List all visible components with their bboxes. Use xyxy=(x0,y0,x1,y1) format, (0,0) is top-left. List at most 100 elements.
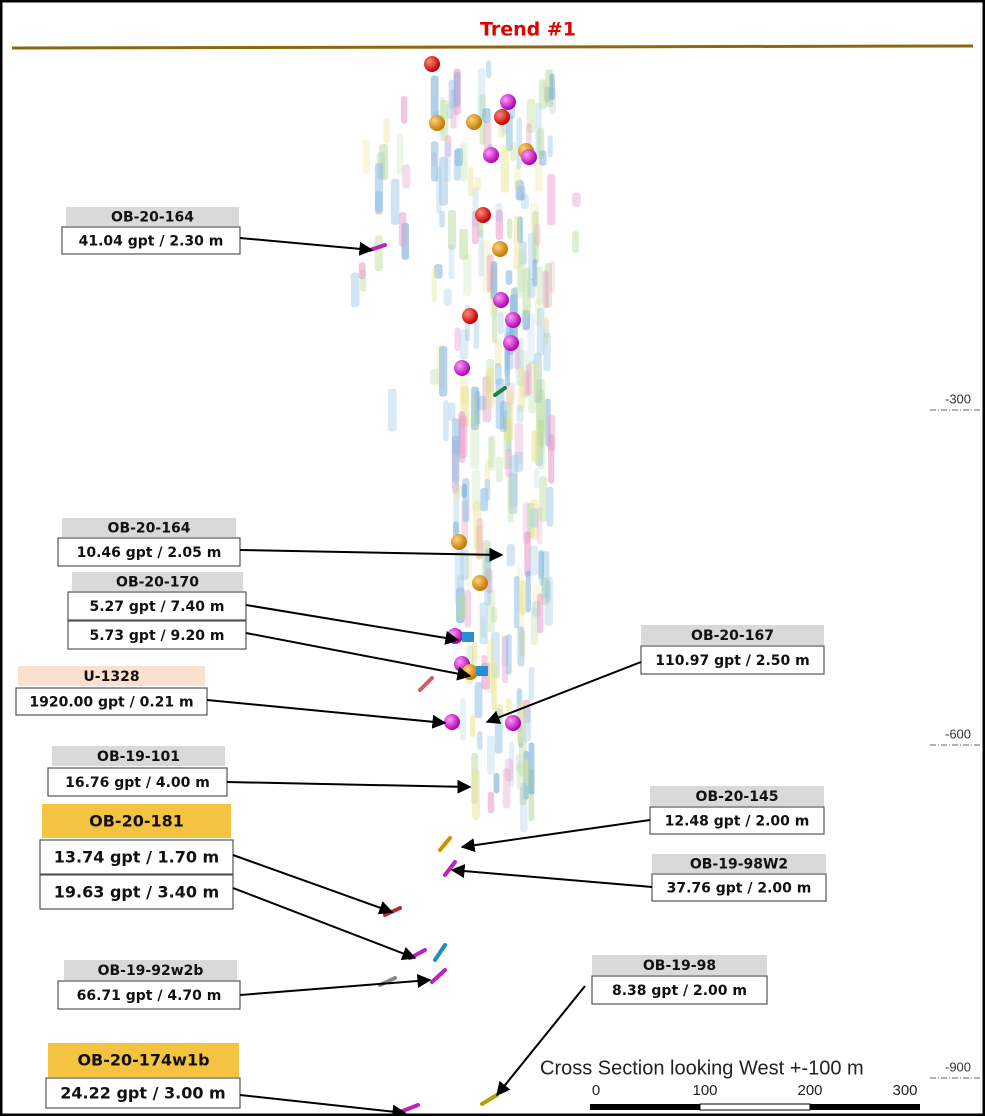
model-block xyxy=(358,262,366,280)
arrow xyxy=(496,985,586,1097)
model-block xyxy=(517,689,523,705)
hole-name: OB-19-101 xyxy=(97,749,180,765)
model-block xyxy=(520,782,528,833)
sphere xyxy=(447,628,463,644)
intercept: 24.22 gpt / 3.00 m xyxy=(60,1084,225,1103)
model-block xyxy=(513,575,520,629)
model-block xyxy=(538,395,547,437)
drill-trace xyxy=(493,386,507,397)
sphere xyxy=(493,292,509,308)
model-block xyxy=(383,118,390,144)
model-block xyxy=(502,768,511,809)
model-block xyxy=(549,73,555,101)
intercept-box xyxy=(39,874,234,910)
model-block xyxy=(537,421,545,470)
model-block xyxy=(468,167,474,197)
model-block xyxy=(472,393,478,424)
model-block xyxy=(487,791,495,814)
callout: OB-19-92w2b 66.71 gpt / 4.70 m xyxy=(57,960,432,1010)
model-block xyxy=(482,108,491,123)
intercept-box xyxy=(651,873,827,902)
model-block xyxy=(530,203,539,232)
sphere xyxy=(462,664,478,680)
model-block xyxy=(514,164,521,192)
model-block xyxy=(549,260,556,294)
intercept: 37.76 gpt / 2.00 m xyxy=(667,881,812,897)
model-block xyxy=(526,98,536,133)
model-block xyxy=(529,545,539,576)
depth-label: -300 xyxy=(945,391,971,406)
model-block xyxy=(470,714,476,738)
model-block xyxy=(430,369,439,385)
model-block xyxy=(460,698,466,741)
block xyxy=(476,666,488,676)
model-block xyxy=(460,142,468,182)
model-block xyxy=(453,68,461,116)
model-block xyxy=(518,241,527,265)
model-block xyxy=(473,501,482,550)
model-block xyxy=(461,483,467,499)
intercept: 19.63 gpt / 3.40 m xyxy=(54,883,219,902)
model-block xyxy=(491,606,498,623)
model-block xyxy=(473,318,479,350)
model-block xyxy=(506,543,515,567)
drill-trace xyxy=(480,1093,499,1106)
model-block xyxy=(474,176,481,192)
callout-header-box xyxy=(42,804,231,838)
model-block xyxy=(519,787,527,806)
model-block xyxy=(460,549,469,580)
model-block xyxy=(517,216,523,243)
hole-name: OB-19-98W2 xyxy=(690,857,788,873)
callout: OB-20-164 41.04 gpt / 2.30 m xyxy=(61,207,374,256)
model-block xyxy=(530,607,539,646)
model-block xyxy=(446,103,453,120)
model-block xyxy=(396,133,404,176)
model-block xyxy=(444,142,451,183)
model-cloud xyxy=(350,60,581,1114)
model-block xyxy=(536,389,545,440)
sphere xyxy=(494,109,510,125)
hole-name: U-1328 xyxy=(83,669,139,685)
hole-name: OB-20-145 xyxy=(696,789,779,805)
model-block xyxy=(374,163,384,213)
model-block xyxy=(523,707,531,742)
sphere xyxy=(475,207,491,223)
arrow xyxy=(450,864,653,888)
callout: U-1328 1920.00 gpt / 0.21 m xyxy=(15,666,447,729)
model-block xyxy=(471,469,481,512)
model-block xyxy=(518,367,526,413)
callout-header-box xyxy=(64,960,237,980)
callouts: OB-20-164 41.04 gpt / 2.30 m OB-20-164 10.4… xyxy=(15,207,827,1116)
model-block xyxy=(490,261,498,301)
model-block xyxy=(526,363,532,396)
model-block xyxy=(534,160,543,192)
sphere xyxy=(503,335,519,351)
scale-seg xyxy=(590,1104,700,1110)
model-block xyxy=(434,264,443,279)
callout: OB-20-170 5.27 gpt / 7.40 m 5.73 gpt / 9.2… xyxy=(67,572,472,681)
sphere xyxy=(505,312,521,328)
model-block xyxy=(499,400,507,433)
callout-header-box xyxy=(650,786,824,806)
drill-trace xyxy=(438,836,452,852)
intercept: 8.38 gpt / 2.00 m xyxy=(612,983,747,999)
scale-label: 200 xyxy=(797,1082,822,1099)
model-block xyxy=(520,580,526,616)
model-block xyxy=(486,254,494,293)
model-block xyxy=(484,479,491,501)
intercept-box xyxy=(591,975,768,1005)
model-block xyxy=(448,79,456,109)
model-block xyxy=(507,218,513,240)
intercept: 5.27 gpt / 7.40 m xyxy=(89,599,224,615)
model-block xyxy=(505,270,513,285)
model-block xyxy=(439,210,445,228)
sphere xyxy=(505,715,521,731)
model-block xyxy=(387,388,397,432)
arrow xyxy=(232,854,394,915)
model-block xyxy=(504,758,514,782)
model-block xyxy=(459,228,469,260)
model-block xyxy=(517,185,526,201)
intercept: 66.71 gpt / 4.70 m xyxy=(77,988,222,1004)
